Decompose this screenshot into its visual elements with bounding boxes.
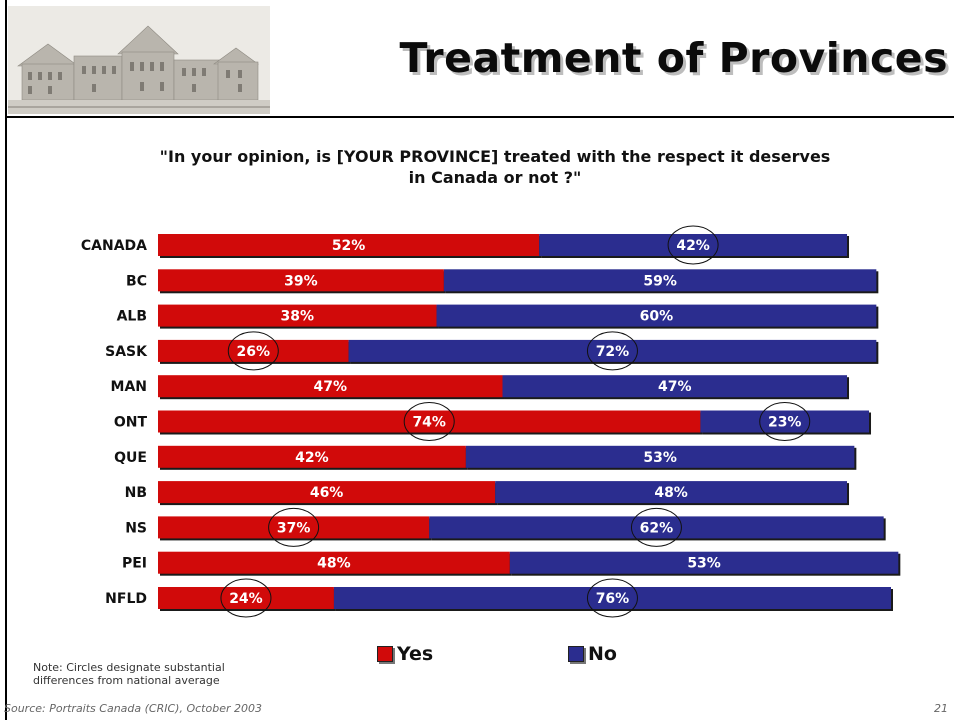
- page-number: 21: [934, 702, 948, 715]
- data-label-yes-man: 47%: [313, 379, 347, 395]
- legend-item-yes: Yes: [377, 643, 433, 665]
- bar-yes-alb: [158, 304, 437, 327]
- highlight-circle-yes-ns: [268, 507, 320, 547]
- data-label-yes-canada: 52%: [332, 238, 366, 254]
- header-divider: [5, 116, 954, 118]
- bar-no-pei: [509, 551, 899, 574]
- category-label-sask: SASK: [105, 344, 148, 360]
- bar-yes-que: [158, 445, 466, 468]
- source-citation: Source: Portraits Canada (CRIC), October…: [4, 702, 262, 715]
- bar-no-bc: [443, 269, 877, 292]
- data-label-yes-ont: 74%: [412, 415, 446, 431]
- bar-yes-ont: [158, 410, 701, 433]
- data-label-yes-alb: 38%: [281, 309, 315, 325]
- highlight-circle-no-sask: [586, 331, 638, 371]
- category-label-ont: ONT: [114, 415, 148, 431]
- data-label-yes-sask: 26%: [237, 344, 271, 360]
- data-label-no-nfld: 76%: [596, 591, 630, 607]
- bar-yes-nb: [158, 481, 496, 504]
- data-label-no-ns: 62%: [640, 520, 674, 536]
- bar-no-alb: [436, 304, 877, 327]
- data-label-yes-bc: 39%: [284, 273, 318, 289]
- bar-no-nb: [495, 481, 848, 504]
- data-label-yes-que: 42%: [295, 450, 329, 466]
- legend-swatch-yes: [377, 646, 393, 662]
- bar-yes-canada: [158, 234, 540, 256]
- bar-no-canada: [539, 234, 848, 256]
- category-label-nfld: NFLD: [105, 591, 147, 607]
- bars-layer: CANADA 52% 42% BC 39% 59% ALB 38% 60% SASK 26% 72% M…: [81, 225, 901, 618]
- highlight-circle-yes-sask: [227, 331, 279, 371]
- category-label-nb: NB: [125, 485, 147, 501]
- data-label-no-canada: 42%: [676, 238, 710, 254]
- category-label-bc: BC: [126, 273, 147, 289]
- bar-no-nfld: [333, 587, 891, 609]
- bar-yes-man: [158, 375, 503, 398]
- bar-yes-sask: [158, 339, 349, 362]
- stacked-bar-chart: CANADA 52% 42% BC 39% 59% ALB 38% 60% SASK 26% 72% M…: [81, 225, 901, 618]
- data-label-no-bc: 59%: [643, 273, 677, 289]
- data-label-yes-nb: 46%: [310, 485, 344, 501]
- page-title: Treatment of Provinces: [399, 34, 948, 82]
- legend-label-no: No: [588, 643, 617, 665]
- category-label-ns: NS: [125, 520, 147, 536]
- bar-yes-ns: [158, 516, 430, 539]
- legend-item-no: No: [568, 643, 617, 665]
- category-label-man: MAN: [111, 379, 147, 395]
- data-label-no-alb: 60%: [640, 309, 674, 325]
- bar-no-man: [502, 375, 848, 398]
- category-label-alb: ALB: [117, 309, 147, 325]
- highlight-circle-no-ns: [630, 507, 682, 547]
- category-label-que: QUE: [114, 450, 147, 466]
- bar-yes-bc: [158, 269, 444, 292]
- data-label-no-nb: 48%: [654, 485, 688, 501]
- bar-no-ns: [429, 516, 884, 539]
- bar-yes-pei: [158, 551, 510, 574]
- highlight-circle-no-canada: [667, 225, 719, 265]
- bar-no-sask: [348, 339, 877, 362]
- data-label-no-ont: 23%: [768, 415, 802, 431]
- data-label-yes-ns: 37%: [277, 520, 311, 536]
- category-label-canada: CANADA: [81, 238, 147, 254]
- data-label-yes-nfld: 24%: [229, 591, 263, 607]
- data-label-no-que: 53%: [643, 450, 677, 466]
- bar-yes-nfld: [158, 587, 334, 609]
- bar-no-ont: [700, 410, 870, 433]
- highlight-circle-no-ont: [759, 402, 811, 441]
- parliament-building-photo: [8, 6, 270, 114]
- highlight-circle-no-nfld: [586, 578, 638, 618]
- data-label-no-pei: 53%: [687, 556, 721, 572]
- legend-swatch-no: [568, 646, 584, 662]
- survey-question: "In your opinion, is [YOUR PROVINCE] tre…: [159, 147, 831, 187]
- slide-frame: [5, 0, 954, 720]
- bar-no-que: [465, 445, 855, 468]
- legend-label-yes: Yes: [397, 643, 434, 665]
- data-label-no-sask: 72%: [596, 344, 630, 360]
- highlight-circle-yes-nfld: [220, 578, 272, 618]
- data-label-yes-pei: 48%: [317, 556, 351, 572]
- chart-note: Note: Circles designate substantial diff…: [33, 661, 225, 687]
- category-label-pei: PEI: [122, 556, 147, 572]
- highlight-circle-yes-ont: [403, 402, 455, 441]
- data-label-no-man: 47%: [658, 379, 692, 395]
